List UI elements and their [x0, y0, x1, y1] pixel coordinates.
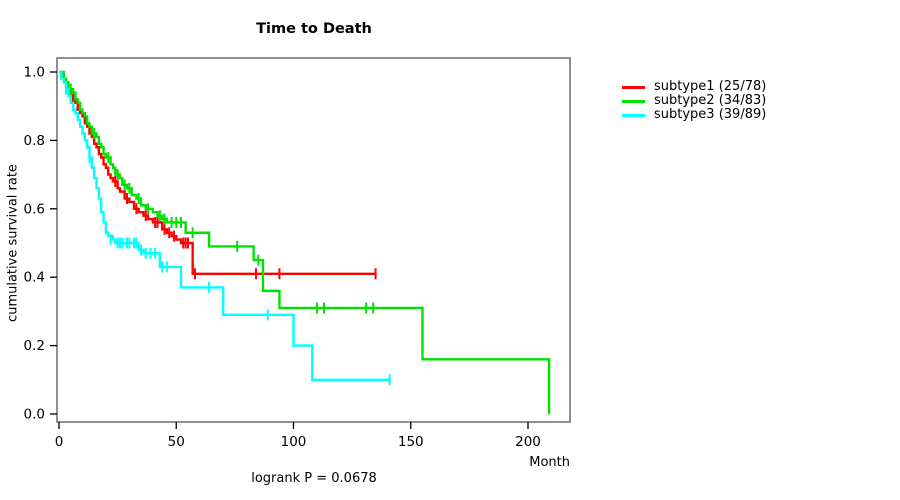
plot-box	[56, 57, 571, 423]
y-tick-label: 1.0	[24, 65, 45, 81]
curve-subtype2	[59, 70, 551, 414]
x-tick-label: 50	[168, 434, 185, 450]
curve-subtype3	[59, 70, 390, 381]
legend-label: subtype1 (25/78)	[654, 79, 767, 94]
x-tick-label: 150	[398, 434, 424, 450]
x-tick-label: 0	[55, 434, 64, 450]
x-tick-label: 200	[515, 434, 541, 450]
censor-ticks-subtype3	[65, 83, 391, 386]
y-tick-label: 0.2	[24, 338, 45, 354]
y-axis-label: cumulative survival rate	[5, 164, 21, 322]
legend-item-subtype2: subtype2 (34/83)	[622, 93, 767, 108]
legend-item-subtype1: subtype1 (25/78)	[622, 79, 767, 94]
legend-color-line	[622, 99, 645, 103]
curve-subtype1	[59, 70, 376, 275]
legend-label: subtype3 (39/89)	[654, 107, 767, 122]
legend-label: subtype2 (34/83)	[654, 93, 767, 108]
legend-color-line	[622, 113, 645, 117]
chart-title: Time to Death	[256, 21, 372, 37]
x-tick-label: 100	[281, 434, 307, 450]
y-tick-label: 0.8	[24, 133, 45, 149]
y-tick-label: 0.0	[24, 407, 45, 423]
x-axis-label: Month	[529, 455, 570, 470]
y-tick-label: 0.6	[24, 201, 45, 217]
legend-color-line	[622, 85, 645, 89]
censor-ticks-subtype1	[72, 93, 377, 280]
censor-ticks-subtype2	[69, 83, 375, 314]
legend-item-subtype3: subtype3 (39/89)	[622, 107, 767, 122]
y-tick-label: 0.4	[24, 270, 45, 286]
legend: subtype1 (25/78) subtype2 (34/83) subtype3…	[622, 79, 767, 122]
logrank-annotation: logrank P = 0.0678	[251, 471, 377, 486]
